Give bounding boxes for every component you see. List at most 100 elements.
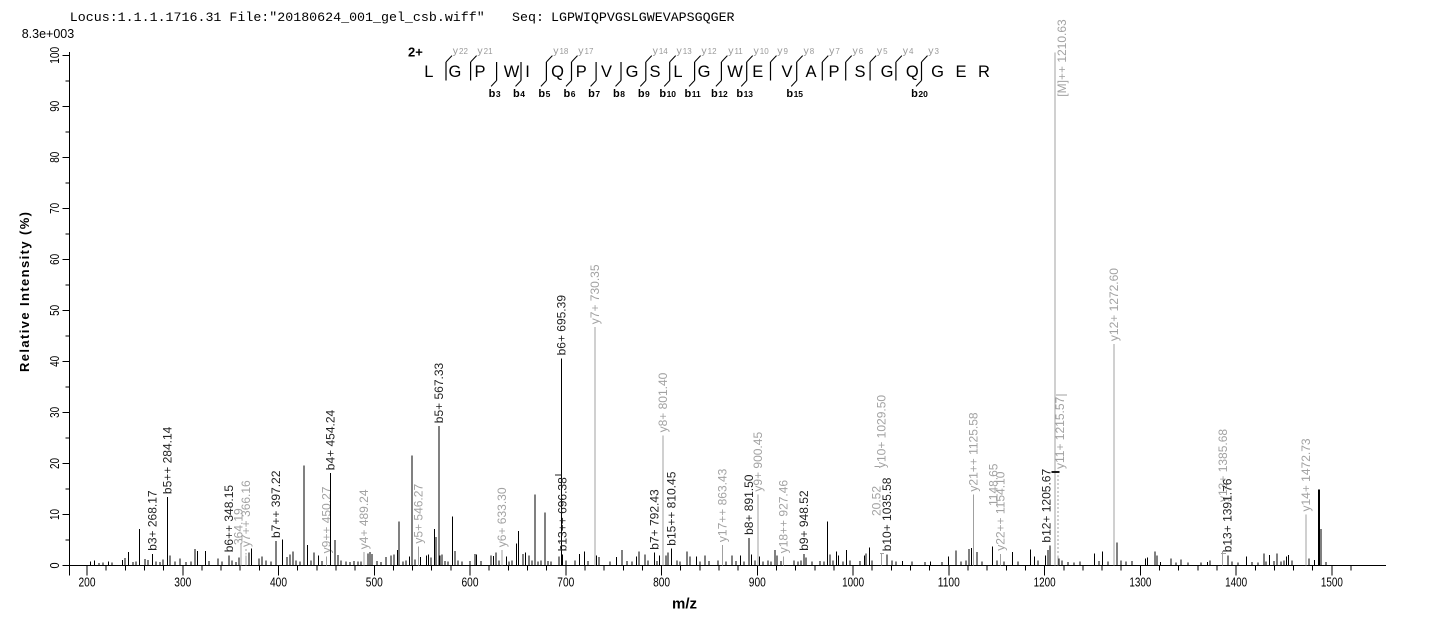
svg-text:Relative Intensity (%): Relative Intensity (%) xyxy=(17,212,32,372)
svg-text:P: P xyxy=(474,63,485,81)
svg-text:b13+ 1391.76: b13+ 1391.76 xyxy=(1221,478,1235,552)
svg-text:Q: Q xyxy=(551,63,564,81)
svg-text:2+: 2+ xyxy=(408,45,423,60)
svg-text:A: A xyxy=(805,63,816,81)
svg-text:S: S xyxy=(854,63,865,81)
svg-text:b7+ 792.43: b7+ 792.43 xyxy=(647,489,661,550)
svg-text:y4+ 489.24: y4+ 489.24 xyxy=(357,489,371,549)
svg-text:y9: y9 xyxy=(777,45,788,57)
svg-text:Q: Q xyxy=(906,63,919,81)
svg-text:b15++ 810.45: b15++ 810.45 xyxy=(665,471,679,545)
svg-text:P: P xyxy=(576,63,587,81)
svg-text:600: 600 xyxy=(462,575,479,590)
svg-text:b4+ 454.24: b4+ 454.24 xyxy=(324,409,338,470)
svg-text:20.52: 20.52 xyxy=(870,486,884,516)
svg-text:y22++ 1154.10: y22++ 1154.10 xyxy=(994,471,1008,551)
svg-text:y5: y5 xyxy=(877,45,888,57)
svg-text:m/z: m/z xyxy=(672,596,697,613)
svg-text:b10: b10 xyxy=(659,88,676,100)
svg-text:y7: y7 xyxy=(829,45,840,57)
svg-text:y7+ 730.35: y7+ 730.35 xyxy=(588,264,602,324)
svg-text:V: V xyxy=(781,63,792,81)
svg-text:y6: y6 xyxy=(853,45,864,57)
svg-text:b12: b12 xyxy=(711,88,728,100)
svg-text:y9+ 900.45: y9+ 900.45 xyxy=(751,432,765,492)
svg-text:R: R xyxy=(978,63,990,81)
svg-text:b6+ 695.39: b6+ 695.39 xyxy=(554,295,568,356)
svg-text:800: 800 xyxy=(653,575,670,590)
svg-text:1500: 1500 xyxy=(1321,575,1343,590)
svg-text:y14+ 1472.73: y14+ 1472.73 xyxy=(1299,438,1313,511)
svg-text:y11: y11 xyxy=(728,45,743,57)
svg-text:[M]++ 1210.63: [M]++ 1210.63 xyxy=(1055,19,1069,97)
svg-text:b4: b4 xyxy=(513,88,525,100)
svg-text:b11: b11 xyxy=(684,88,700,100)
svg-text:y4: y4 xyxy=(903,45,914,57)
svg-text:y13: y13 xyxy=(677,45,693,57)
svg-text:P: P xyxy=(828,63,839,81)
svg-text:10: 10 xyxy=(47,509,62,520)
svg-text:8.3e+003: 8.3e+003 xyxy=(22,27,75,41)
svg-text:b10+ 1035.58: b10+ 1035.58 xyxy=(880,477,894,551)
svg-text:y8+ 801.40: y8+ 801.40 xyxy=(656,372,670,432)
svg-text:b3: b3 xyxy=(489,88,501,100)
svg-text:L: L xyxy=(673,63,682,81)
svg-text:b5: b5 xyxy=(538,88,550,100)
svg-text:y12+ 1272.60: y12+ 1272.60 xyxy=(1107,268,1121,341)
svg-text:G: G xyxy=(881,63,894,81)
svg-text:G: G xyxy=(698,63,711,81)
svg-text:y10+ 1029.50: y10+ 1029.50 xyxy=(874,395,888,468)
svg-text:y9++ 450.27: y9++ 450.27 xyxy=(320,486,334,553)
svg-text:b5++ 284.14: b5++ 284.14 xyxy=(161,426,175,494)
svg-text:Seq:: Seq: xyxy=(512,10,544,25)
svg-text:b13: b13 xyxy=(736,88,753,100)
svg-text:90: 90 xyxy=(47,101,62,112)
svg-text:W: W xyxy=(504,63,520,81)
svg-text:b5+ 567.33: b5+ 567.33 xyxy=(432,362,446,423)
svg-text:50: 50 xyxy=(47,305,62,316)
svg-text:y17++ 863.43: y17++ 863.43 xyxy=(715,468,729,542)
svg-text:y13+ 1385.68: y13+ 1385.68 xyxy=(1216,429,1230,502)
svg-text:y14: y14 xyxy=(653,45,669,57)
svg-text:1300: 1300 xyxy=(1129,575,1151,590)
svg-text:E: E xyxy=(955,63,966,81)
svg-text:40: 40 xyxy=(47,356,62,367)
svg-text:b20: b20 xyxy=(911,88,928,100)
svg-text:b15: b15 xyxy=(786,88,803,100)
svg-text:y5+ 546.27: y5+ 546.27 xyxy=(412,484,426,544)
svg-text:80: 80 xyxy=(47,152,62,163)
svg-text:V: V xyxy=(601,63,612,81)
svg-text:G: G xyxy=(626,63,639,81)
svg-text:y8: y8 xyxy=(804,45,815,57)
svg-text:1200: 1200 xyxy=(1034,575,1056,590)
svg-text:b8: b8 xyxy=(613,88,625,100)
svg-text:400: 400 xyxy=(270,575,287,590)
svg-text:y7++ 366.16: y7++ 366.16 xyxy=(239,480,253,547)
svg-text:200: 200 xyxy=(79,575,96,590)
svg-text:I: I xyxy=(525,63,530,81)
svg-text:100: 100 xyxy=(47,47,62,64)
svg-text:b7: b7 xyxy=(588,88,600,100)
svg-text:1148.65: 1148.65 xyxy=(987,463,1001,506)
svg-text:y11+ 1215.57: y11+ 1215.57 xyxy=(1053,396,1067,469)
svg-text:300: 300 xyxy=(174,575,191,590)
svg-text:b12+ 1205.67: b12+ 1205.67 xyxy=(1040,469,1054,543)
svg-text:b3+ 268.17: b3+ 268.17 xyxy=(145,490,159,551)
svg-text:y21++ 1125.58: y21++ 1125.58 xyxy=(966,412,980,492)
svg-text:b7++ 397.22: b7++ 397.22 xyxy=(269,470,283,538)
svg-text:1400: 1400 xyxy=(1225,575,1247,590)
svg-text:20: 20 xyxy=(47,458,62,469)
svg-text:b9: b9 xyxy=(638,88,650,100)
svg-text:y22: y22 xyxy=(453,45,469,57)
svg-text:y21: y21 xyxy=(477,45,493,57)
svg-text:y6+ 633.30: y6+ 633.30 xyxy=(495,487,509,547)
svg-text:G: G xyxy=(448,63,461,81)
svg-text:60: 60 xyxy=(47,254,62,265)
svg-text:1100: 1100 xyxy=(938,575,960,590)
svg-text:y3: y3 xyxy=(928,45,939,57)
svg-text:LGPWIQPVGSLGWEVAPSGQGER: LGPWIQPVGSLGWEVAPSGQGER xyxy=(551,10,735,25)
svg-text:1000: 1000 xyxy=(842,575,864,590)
svg-text:y17: y17 xyxy=(578,45,594,57)
svg-text:E: E xyxy=(752,63,763,81)
svg-text:364.19: 364.19 xyxy=(232,508,246,545)
